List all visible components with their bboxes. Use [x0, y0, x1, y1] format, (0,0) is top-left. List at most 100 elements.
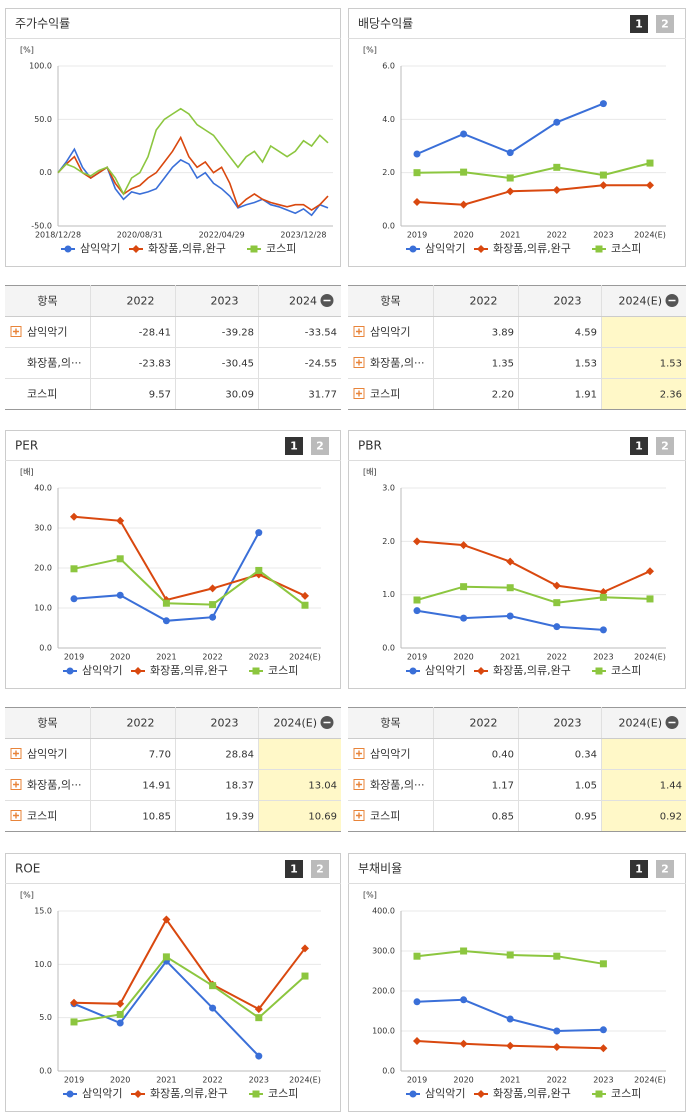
legend-label: 화장품,의류,완구 — [493, 242, 571, 255]
tab-button[interactable] — [630, 437, 648, 455]
cell-value: 0.34 — [575, 750, 597, 761]
marker — [506, 174, 514, 182]
tab-label[interactable]: 1 — [635, 18, 643, 31]
marker — [477, 667, 485, 675]
cell-value: 0.92 — [660, 812, 682, 823]
x-tick-label: 2022 — [547, 1076, 567, 1085]
tab-label[interactable]: 1 — [635, 863, 643, 876]
panel — [5, 8, 341, 267]
tab-label[interactable]: 2 — [661, 18, 669, 31]
column-header: 2023 — [211, 295, 239, 308]
row-name: 삼익악기 — [370, 748, 410, 761]
row-name: 삼익악기 — [370, 326, 410, 339]
panel — [5, 853, 341, 1112]
tab-button[interactable] — [656, 15, 674, 33]
marker — [409, 245, 417, 253]
x-tick-label: 2022 — [202, 653, 222, 662]
y-tick-label: 100.0 — [372, 1027, 395, 1036]
column-header: 2022 — [470, 295, 498, 308]
tab-button[interactable] — [285, 437, 303, 455]
series-line — [73, 515, 306, 602]
marker — [646, 595, 654, 603]
marker — [599, 171, 607, 179]
y-tick-label: 0.0 — [382, 222, 395, 231]
marker — [70, 1018, 78, 1026]
cell-value: 14.91 — [142, 781, 171, 792]
tab-button[interactable] — [630, 15, 648, 33]
tab-button[interactable] — [656, 437, 674, 455]
tab-button[interactable] — [285, 860, 303, 878]
tab-label[interactable]: 2 — [316, 440, 324, 453]
x-tick-label: 2019 — [407, 231, 427, 240]
cell-value: 1.35 — [492, 359, 514, 370]
tab-label[interactable]: 2 — [316, 863, 324, 876]
tab-button[interactable] — [311, 860, 329, 878]
highlight-column — [258, 738, 341, 831]
series-line — [416, 540, 651, 594]
legend-label: 코스피 — [611, 1087, 641, 1100]
row-name: 화장품,의··· — [370, 357, 424, 370]
marker — [599, 960, 607, 968]
column-header: 항목 — [37, 717, 57, 730]
tab-label[interactable]: 1 — [290, 440, 298, 453]
column-header: 2024(E) — [273, 717, 317, 730]
marker — [646, 159, 654, 167]
x-tick-label: 2024(E) — [634, 653, 666, 662]
expand-plus — [356, 750, 362, 757]
series-line — [57, 107, 329, 196]
marker — [413, 998, 421, 1006]
marker — [209, 1004, 217, 1012]
marker — [64, 245, 72, 253]
marker — [209, 601, 217, 609]
marker — [553, 952, 561, 960]
y-tick-label: 30.0 — [34, 524, 52, 533]
tab-button[interactable] — [630, 860, 648, 878]
marker — [132, 245, 140, 253]
marker — [599, 100, 607, 108]
marker — [413, 607, 421, 615]
column-header: 2022 — [470, 717, 498, 730]
y-tick-label: 100.0 — [29, 62, 52, 71]
panel-title: 배당수익률 — [358, 17, 413, 31]
y-tick-label: 0.0 — [39, 168, 52, 177]
marker — [301, 972, 309, 980]
x-tick-label: 2021 — [156, 1076, 176, 1085]
marker — [255, 529, 263, 537]
marker — [208, 584, 217, 593]
legend-label: 화장품,의류,완구 — [148, 242, 226, 255]
marker — [301, 601, 309, 609]
expand-plus — [356, 812, 362, 819]
x-tick-label: 2021 — [500, 653, 520, 662]
marker — [162, 953, 170, 961]
marker — [460, 130, 468, 138]
expand-plus — [356, 359, 362, 366]
marker — [477, 1090, 485, 1098]
row-name: 코스피 — [370, 388, 400, 401]
cell-value: 10.85 — [142, 812, 171, 823]
marker — [413, 1037, 421, 1045]
x-tick-label: 2020 — [453, 653, 473, 662]
tab-label[interactable]: 1 — [635, 440, 643, 453]
marker — [595, 245, 603, 253]
x-tick-label: 2020 — [453, 231, 473, 240]
table-header-bg — [348, 285, 686, 316]
tab-label[interactable]: 2 — [661, 863, 669, 876]
highlight-column — [601, 316, 686, 409]
panel-title: PBR — [358, 439, 382, 453]
legend-label: 삼익악기 — [80, 242, 120, 255]
cell-value: 13.04 — [308, 781, 337, 792]
marker — [553, 623, 561, 631]
tab-button[interactable] — [311, 437, 329, 455]
legend-label: 삼익악기 — [82, 1087, 122, 1100]
marker — [116, 555, 124, 563]
marker — [459, 200, 468, 209]
tab-button[interactable] — [656, 860, 674, 878]
x-tick-label: 2023 — [593, 231, 613, 240]
cell-value: -24.55 — [305, 359, 337, 370]
marker — [553, 1027, 561, 1035]
tab-label[interactable]: 1 — [290, 863, 298, 876]
tab-label[interactable]: 2 — [661, 440, 669, 453]
y-tick-label: 3.0 — [382, 484, 395, 493]
marker — [599, 181, 608, 190]
legend-label: 코스피 — [268, 1087, 298, 1100]
